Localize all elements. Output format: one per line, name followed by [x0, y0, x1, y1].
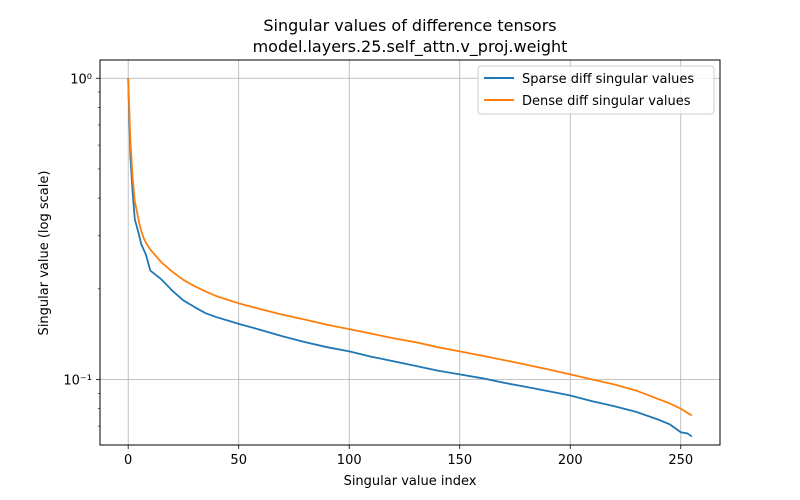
legend-label-sparse: Sparse diff singular values: [522, 72, 694, 87]
series-line-dense: [127, 78, 693, 417]
x-tick-label: 50: [230, 453, 247, 468]
series-line-sparse: [127, 78, 693, 438]
x-axis-ticks: 0 50 100 150 200 250: [124, 445, 693, 468]
chart-subtitle: model.layers.25.self_attn.v_proj.weight: [253, 37, 568, 57]
x-tick-label: 150: [447, 453, 472, 468]
x-tick-label: 100: [337, 453, 362, 468]
legend-box: [477, 65, 715, 115]
x-tick-label: 200: [558, 453, 583, 468]
legend: Sparse diff singular values Dense diff s…: [477, 65, 715, 115]
y-axis-label: Singular value (log scale): [37, 171, 52, 336]
x-tick-label: 250: [668, 453, 693, 468]
y-tick-label: 10⁻¹: [63, 373, 92, 388]
x-axis-label: Singular value index: [344, 474, 477, 489]
plot-frame: [99, 59, 721, 446]
series-group: [127, 78, 693, 438]
y-axis-ticks: 10⁰ 10⁻¹: [63, 72, 100, 427]
y-tick-label: 10⁰: [70, 72, 92, 87]
legend-label-dense: Dense diff singular values: [522, 94, 691, 109]
chart-title: Singular values of difference tensors: [263, 16, 556, 35]
x-tick-label: 0: [124, 453, 132, 468]
